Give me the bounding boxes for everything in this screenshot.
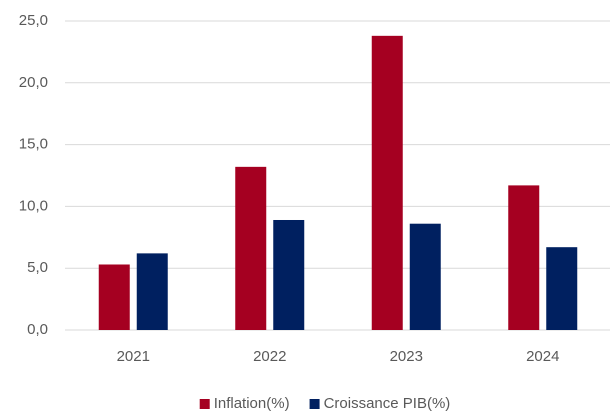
bar <box>546 247 578 330</box>
x-tick-label: 2023 <box>390 348 423 365</box>
y-tick-label: 15,0 <box>19 136 48 153</box>
x-tick-label: 2021 <box>117 348 150 365</box>
x-tick-label: 2024 <box>526 348 559 365</box>
legend-label: Croissance PIB(%) <box>324 395 451 412</box>
bar <box>508 185 540 330</box>
y-tick-label: 5,0 <box>27 259 48 276</box>
y-tick-label: 10,0 <box>19 197 48 214</box>
legend-swatch <box>199 399 210 409</box>
bar <box>409 223 441 330</box>
y-tick-label: 25,0 <box>19 12 48 29</box>
legend-swatch <box>309 399 320 409</box>
bar <box>371 35 403 330</box>
bar <box>136 253 168 330</box>
y-tick-label: 20,0 <box>19 74 48 91</box>
bar <box>98 264 130 330</box>
y-tick-label: 0,0 <box>27 321 48 338</box>
x-tick-label: 2022 <box>253 348 286 365</box>
bar <box>235 166 267 330</box>
bar <box>273 219 305 330</box>
legend-label: Inflation(%) <box>214 395 290 412</box>
